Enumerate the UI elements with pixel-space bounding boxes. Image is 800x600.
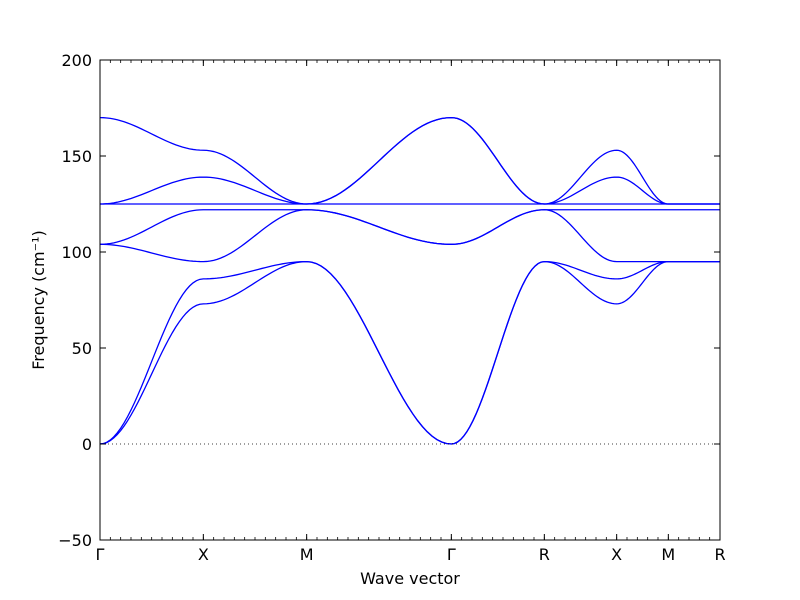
x-tick-label: M	[661, 545, 675, 564]
x-tick-label: R	[539, 545, 550, 564]
y-tick-label: 100	[61, 243, 92, 262]
y-axis-label: Frequency (cm⁻¹)	[29, 230, 48, 369]
band-line-4	[99, 209, 720, 245]
y-axis-ticks: −50 0 50 100 150 200	[58, 51, 720, 550]
x-tick-label: X	[611, 545, 622, 564]
x-axis-label: Wave vector	[360, 569, 460, 588]
x-tick-label: Γ	[96, 545, 105, 564]
band-line-6	[99, 116, 720, 205]
y-tick-label: 50	[72, 339, 92, 358]
y-tick-label: 150	[61, 147, 92, 166]
y-tick-label: 0	[82, 435, 92, 454]
x-tick-label: R	[714, 545, 725, 564]
y-tick-label: −50	[58, 531, 92, 550]
band-line-3	[99, 209, 720, 263]
x-tick-label: X	[198, 545, 209, 564]
band-line-2	[99, 260, 720, 445]
band-line-7	[99, 116, 720, 205]
band-lines	[99, 116, 720, 445]
x-tick-label: M	[300, 545, 314, 564]
x-tick-label: Γ	[447, 545, 456, 564]
y-tick-label: 200	[61, 51, 92, 70]
band-line-1	[99, 260, 720, 445]
